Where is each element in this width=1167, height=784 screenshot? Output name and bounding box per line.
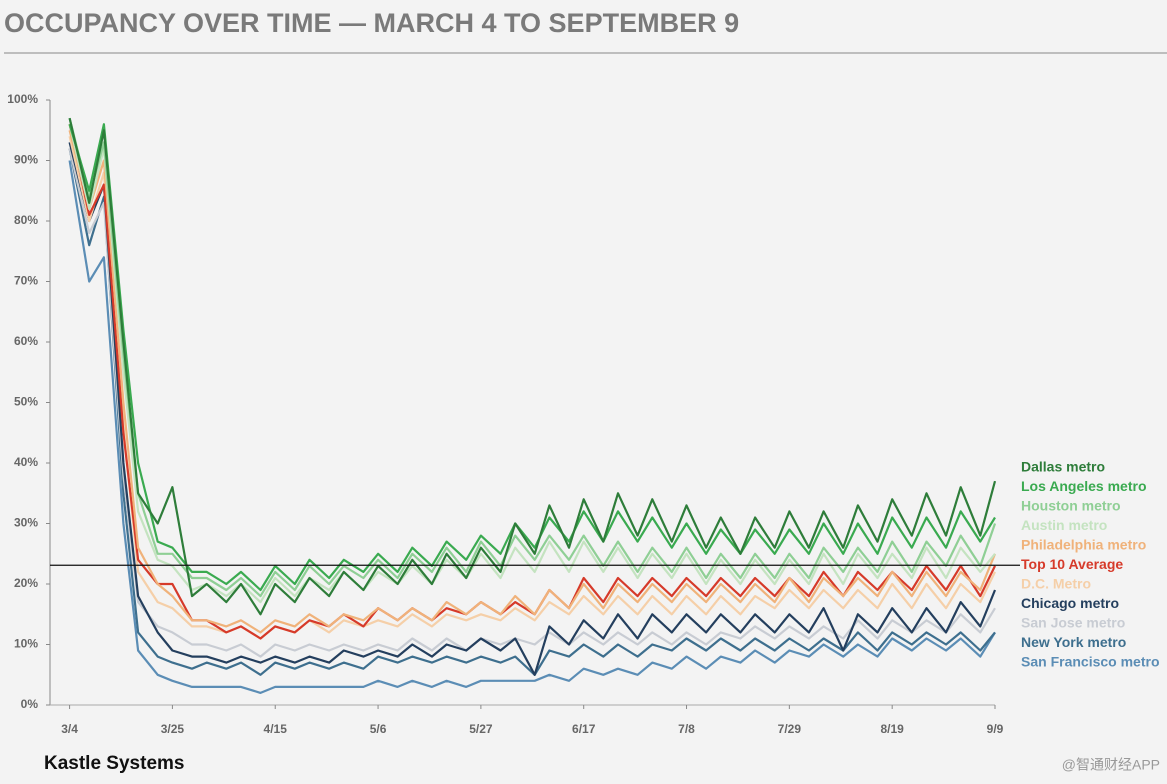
x-tick-label: 3/4 <box>61 722 78 736</box>
x-tick-label: 7/29 <box>778 722 802 736</box>
x-tick-label: 9/9 <box>987 722 1004 736</box>
legend-label: Chicago metro <box>1021 595 1119 611</box>
x-tick-label: 3/25 <box>161 722 185 736</box>
x-tick-label: 4/15 <box>264 722 288 736</box>
y-tick-label: 0% <box>21 697 39 711</box>
y-tick-label: 100% <box>7 92 38 106</box>
legend-label: San Jose metro <box>1021 615 1125 631</box>
y-tick-label: 10% <box>14 637 38 651</box>
y-tick-label: 90% <box>14 153 38 167</box>
legend-label: Los Angeles metro <box>1021 478 1147 494</box>
series-line <box>68 123 996 592</box>
x-tick-label: 7/8 <box>678 722 695 736</box>
series-line <box>68 117 997 598</box>
series-line <box>68 123 996 604</box>
legend-label: Philadelphia metro <box>1021 537 1146 553</box>
series-line <box>68 160 996 694</box>
watermark: @智通财经APP <box>1062 757 1160 773</box>
y-tick-label: 70% <box>14 274 38 288</box>
legend-label: Dallas metro <box>1021 459 1105 475</box>
y-tick-label: 20% <box>14 576 38 590</box>
series-line <box>68 148 996 658</box>
legend-label: Top 10 Average <box>1021 556 1123 572</box>
series-line <box>68 142 997 676</box>
y-tick-label: 60% <box>14 334 38 348</box>
x-tick-label: 5/27 <box>469 722 493 736</box>
source: Kastle Systems <box>44 753 184 774</box>
series-line <box>68 130 997 634</box>
legend-label: D.C. Metro <box>1021 576 1091 592</box>
y-tick-label: 30% <box>14 516 38 530</box>
x-tick-label: 5/6 <box>370 722 387 736</box>
chart-title: OCCUPANCY OVER TIME — MARCH 4 TO SEPTEMB… <box>4 8 739 38</box>
y-tick-label: 80% <box>14 213 38 227</box>
x-tick-label: 6/17 <box>572 722 596 736</box>
series-line <box>68 117 997 616</box>
legend-label: Austin metro <box>1021 517 1107 533</box>
y-tick-label: 50% <box>14 395 38 409</box>
legend-label: Houston metro <box>1021 498 1121 514</box>
legend-label: New York metro <box>1021 634 1126 650</box>
legend-label: San Francisco metro <box>1021 654 1160 670</box>
x-tick-label: 8/19 <box>880 722 904 736</box>
y-tick-label: 40% <box>14 455 38 469</box>
